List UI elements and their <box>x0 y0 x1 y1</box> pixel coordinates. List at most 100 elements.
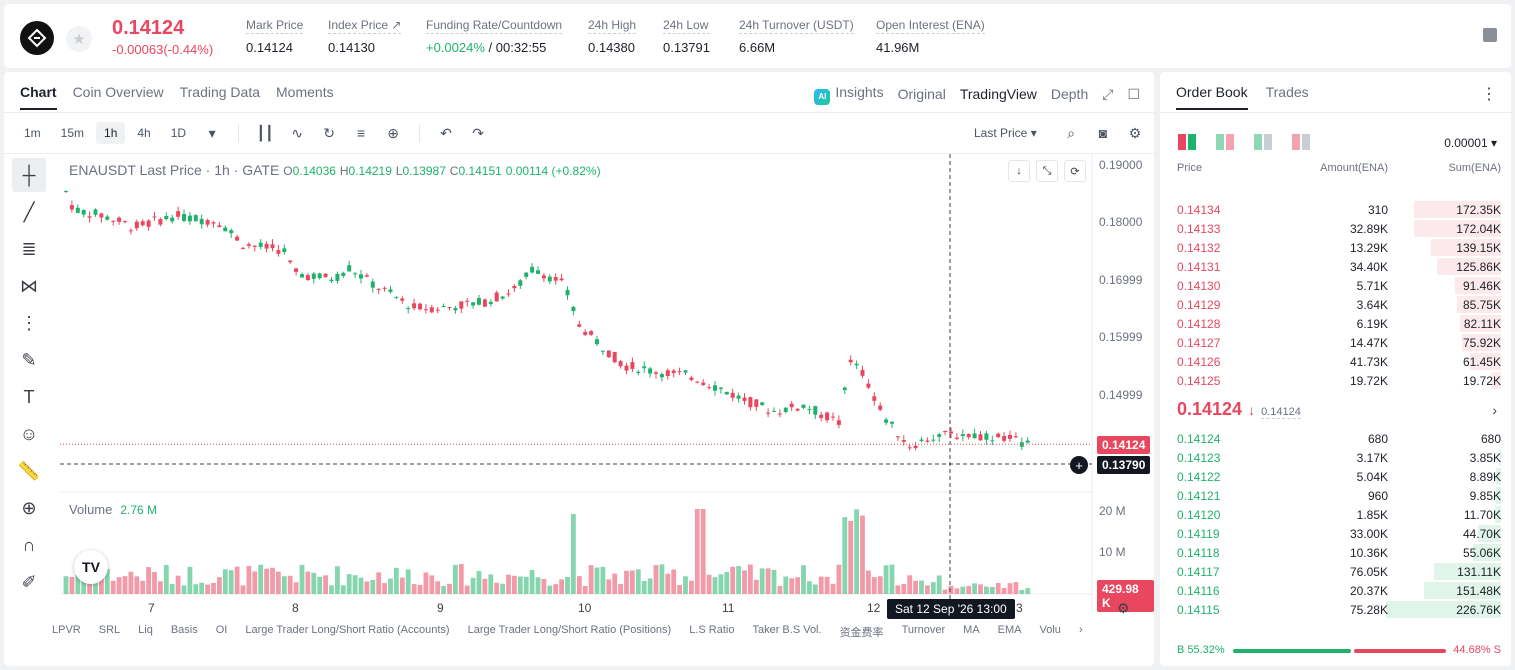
indicator-ema[interactable]: EMA <box>997 624 1022 636</box>
tradingview-logo-icon[interactable]: TV <box>74 550 108 584</box>
candle <box>223 225 228 232</box>
stat-index-price[interactable]: Index Price ↗ 0.14130 <box>328 18 402 55</box>
camera-icon[interactable]: ◙ <box>1098 125 1108 141</box>
view-original[interactable]: Original <box>897 86 946 103</box>
precision-select[interactable]: 0.00001 ▾ <box>1444 136 1497 150</box>
indicator-turnover[interactable]: Turnover <box>901 624 946 636</box>
collapse-icon[interactable]: ⤡ <box>1036 160 1058 182</box>
favorite-star-icon[interactable]: ★ <box>66 26 92 52</box>
indicators-icon[interactable]: ∿ <box>291 124 303 141</box>
trend-line-icon[interactable]: ╱ <box>23 201 35 222</box>
ask-row[interactable]: 0.14126 41.73K 61.45K <box>1160 352 1511 371</box>
bid-row[interactable]: 0.14119 33.00K 44.70K <box>1160 524 1511 543</box>
date-axis-label: 9 <box>437 601 444 615</box>
view-insights[interactable]: AI Insights <box>814 84 884 105</box>
add-alert-icon[interactable]: + <box>1070 456 1088 474</box>
prediction-icon[interactable]: ⋮ <box>20 312 38 333</box>
tab-trades[interactable]: Trades <box>1265 84 1309 100</box>
chevron-right-icon[interactable]: › <box>1492 402 1497 418</box>
window-icon[interactable]: ☐ <box>1127 85 1140 102</box>
ask-row[interactable]: 0.14127 14.47K 75.92K <box>1160 333 1511 352</box>
bid-row[interactable]: 0.14117 76.05K 131.11K <box>1160 562 1511 581</box>
indicator-ls-accounts[interactable]: Large Trader Long/Short Ratio (Accounts) <box>245 624 450 636</box>
price-type-select[interactable]: Last Price ▾ <box>974 126 1037 140</box>
indicator-funding-rate[interactable]: 资金费率 <box>839 627 884 639</box>
bid-row[interactable]: 0.14123 3.17K 3.85K <box>1160 448 1511 467</box>
notebook-icon[interactable] <box>1483 28 1497 42</box>
chart-settings-icon[interactable]: ⚙ <box>1117 600 1130 616</box>
view-depth[interactable]: Depth <box>1050 86 1089 103</box>
candlestick-type-icon[interactable]: ┃┃ <box>256 124 274 141</box>
magnet-icon[interactable]: ∩ <box>22 534 36 555</box>
indicator-volume[interactable]: Volu <box>1039 624 1061 636</box>
expand-icon[interactable]: ⤢ <box>1102 85 1114 102</box>
bid-row[interactable]: 0.14122 5.04K 8.89K <box>1160 467 1511 486</box>
ask-row[interactable]: 0.14134 310 172.35K <box>1160 200 1511 219</box>
gear-icon[interactable]: ⚙ <box>1128 124 1142 141</box>
bid-row[interactable]: 0.14118 10.36K 55.06K <box>1160 543 1511 562</box>
stat-open-interest[interactable]: Open Interest (ENA) 41.96M <box>876 18 985 55</box>
layout-split-icon[interactable] <box>1216 134 1234 150</box>
bid-row[interactable]: 0.14121 960 9.85K <box>1160 486 1511 505</box>
text-tool-icon[interactable]: T <box>23 386 35 407</box>
tab-order-book[interactable]: Order Book <box>1176 84 1248 110</box>
indicator-liq[interactable]: Liq <box>138 624 153 636</box>
interval-1d[interactable]: 1D <box>170 126 187 140</box>
tab-trading-data[interactable]: Trading Data <box>179 84 261 100</box>
fib-lines-icon[interactable]: ≣ <box>21 238 37 259</box>
indicator-taker-vol[interactable]: Taker B.S Vol. <box>752 624 822 636</box>
edit-icon[interactable]: ✐ <box>21 571 37 592</box>
emoji-icon[interactable]: ☺ <box>19 423 39 444</box>
indicator-srl[interactable]: SRL <box>98 624 121 636</box>
ask-row[interactable]: 0.14125 19.72K 19.72K <box>1160 371 1511 390</box>
add-indicator-icon[interactable]: ⊕ <box>387 124 399 141</box>
tab-moments[interactable]: Moments <box>276 84 334 100</box>
interval-15m[interactable]: 15m <box>60 126 85 140</box>
ask-row[interactable]: 0.14129 3.64K 85.75K <box>1160 295 1511 314</box>
bid-row[interactable]: 0.14120 1.85K 11.70K <box>1160 505 1511 524</box>
volume-bar <box>110 580 116 594</box>
tab-chart[interactable]: Chart <box>20 84 57 110</box>
interval-1m[interactable]: 1m <box>24 126 41 140</box>
indicator-ls-ratio[interactable]: L.S Ratio <box>689 624 735 636</box>
bid-row[interactable]: 0.14116 20.37K 151.48K <box>1160 581 1511 600</box>
redo-icon[interactable]: ↷ <box>472 124 484 141</box>
indicator-lpvr[interactable]: LPVR <box>52 624 81 636</box>
undo-icon[interactable]: ↶ <box>440 124 452 141</box>
interval-4h[interactable]: 4h <box>137 126 151 140</box>
stat-mark-price[interactable]: Mark Price 0.14124 <box>246 18 304 55</box>
interval-1h[interactable]: 1h <box>96 122 126 144</box>
tab-coin-overview[interactable]: Coin Overview <box>72 84 164 100</box>
arrow-down-icon[interactable]: ↓ <box>1008 160 1030 182</box>
ruler-icon[interactable]: 📏 <box>17 460 41 481</box>
chevron-down-icon[interactable]: ▾ <box>208 124 216 141</box>
templates-icon[interactable]: ≡ <box>356 125 366 141</box>
search-icon[interactable]: ⌕ <box>1067 124 1075 141</box>
crosshair-icon[interactable]: ┼ <box>12 158 46 192</box>
layout-asks-icon[interactable] <box>1292 134 1310 150</box>
more-options-icon[interactable]: ⋮ <box>1481 86 1497 103</box>
stat-funding-rate[interactable]: Funding Rate/Countdown +0.0024% / 00:32:… <box>426 18 563 55</box>
indicator-ma[interactable]: MA <box>963 624 980 636</box>
pattern-icon[interactable]: ⋈ <box>20 275 38 296</box>
compare-icon[interactable]: ↻ <box>323 124 335 141</box>
layout-bids-icon[interactable] <box>1254 134 1272 150</box>
indicator-basis[interactable]: Basis <box>170 624 198 636</box>
ask-row[interactable]: 0.14133 32.89K 172.04K <box>1160 219 1511 238</box>
refresh-icon[interactable]: ⟳ <box>1064 160 1086 182</box>
chevron-right-icon[interactable]: › <box>1078 624 1083 636</box>
ask-row[interactable]: 0.14132 13.29K 139.15K <box>1160 238 1511 257</box>
bid-row[interactable]: 0.14124 680 680 <box>1160 429 1511 448</box>
ask-row[interactable]: 0.14128 6.19K 82.11K <box>1160 314 1511 333</box>
volume-bar <box>706 574 712 594</box>
indicator-ls-positions[interactable]: Large Trader Long/Short Ratio (Positions… <box>467 624 672 636</box>
ask-row[interactable]: 0.14131 34.40K 125.86K <box>1160 257 1511 276</box>
zoom-in-icon[interactable]: ⊕ <box>21 497 37 518</box>
brush-icon[interactable]: ✎ <box>21 349 37 370</box>
view-tradingview[interactable]: TradingView <box>959 86 1037 103</box>
volume-bar <box>836 564 842 594</box>
indicator-oi[interactable]: OI <box>215 624 228 636</box>
ask-row[interactable]: 0.14130 5.71K 91.46K <box>1160 276 1511 295</box>
layout-both-icon[interactable] <box>1178 134 1196 150</box>
bid-row[interactable]: 0.14115 75.28K 226.76K <box>1160 600 1511 619</box>
